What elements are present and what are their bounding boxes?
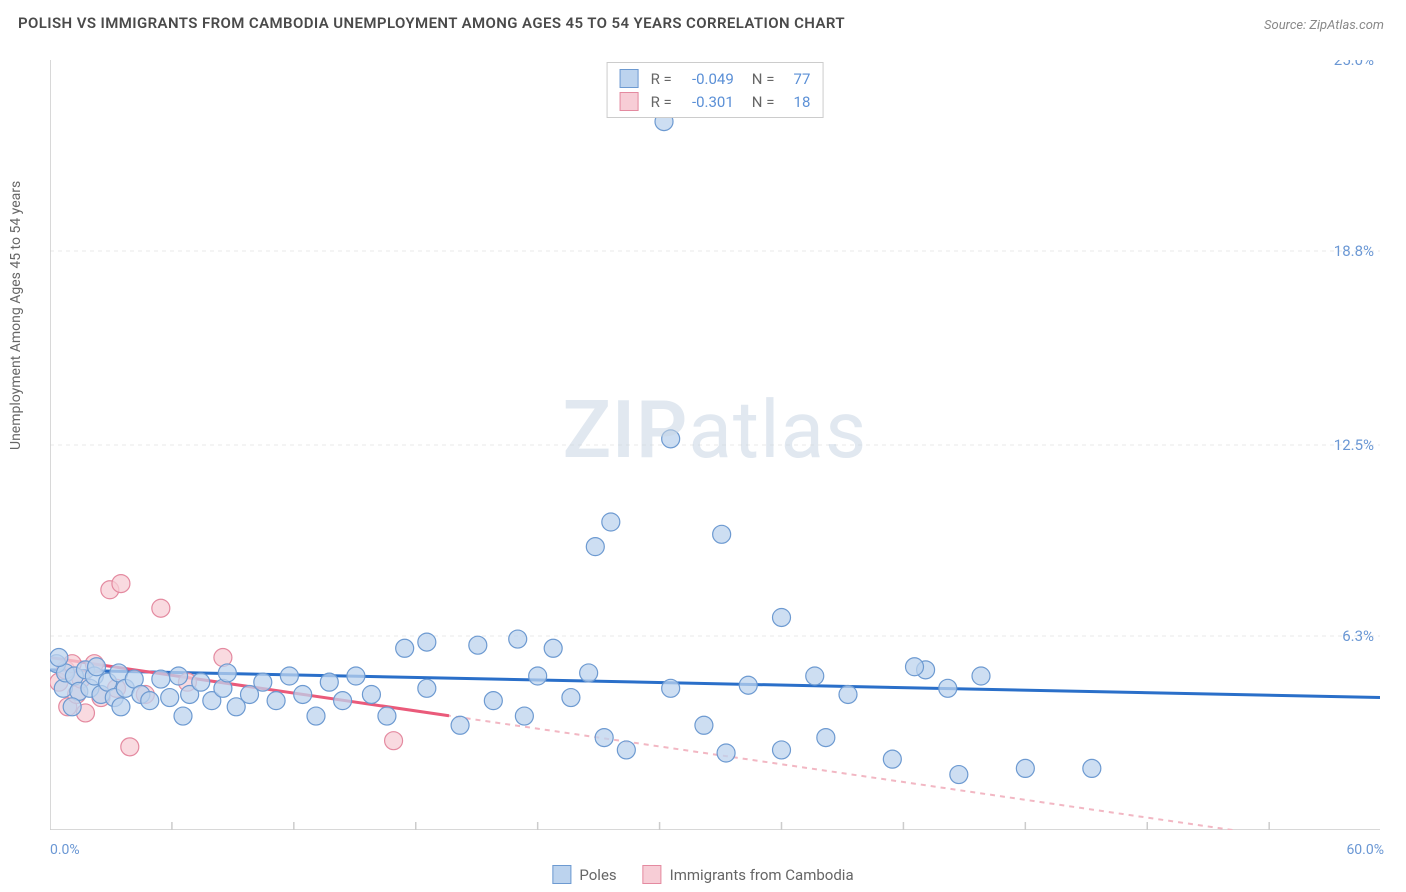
n-value: 77 (782, 70, 810, 88)
correlation-stats-box: R = -0.049 N = 77 R = -0.301 N = 18 (607, 62, 824, 118)
svg-text:6.3%: 6.3% (1342, 627, 1374, 645)
stats-row: R = -0.049 N = 77 (618, 67, 813, 90)
n-label: N = (752, 70, 775, 88)
y-axis-label: Unemployment Among Ages 45 to 54 years (8, 181, 24, 450)
legend-swatch (552, 865, 571, 884)
r-label: R = (651, 70, 672, 88)
svg-text:25.0%: 25.0% (1334, 60, 1374, 69)
legend-label: Immigrants from Cambodia (670, 866, 854, 884)
scatter-plot-svg: 6.3% 12.5% 18.8% 25.0% (50, 60, 1380, 830)
x-axis-max-label: 60.0% (1346, 842, 1384, 858)
svg-text:18.8%: 18.8% (1334, 242, 1374, 260)
x-axis-min-label: 0.0% (50, 842, 80, 858)
stats-row: R = -0.301 N = 18 (618, 90, 813, 113)
legend-swatch (643, 865, 662, 884)
n-label: N = (752, 93, 775, 111)
plot-area: 6.3%12.5%18.8%25.0% ZIPatlas R = -0.049 … (50, 60, 1380, 830)
r-label: R = (651, 93, 672, 111)
chart-title: POLISH VS IMMIGRANTS FROM CAMBODIA UNEMP… (18, 14, 845, 32)
r-value: -0.301 (680, 93, 734, 111)
legend-item: Immigrants from Cambodia (643, 865, 854, 884)
svg-text:12.5%: 12.5% (1334, 436, 1374, 454)
n-value: 18 (782, 93, 810, 111)
chart-container: POLISH VS IMMIGRANTS FROM CAMBODIA UNEMP… (0, 0, 1406, 892)
series-swatch (620, 69, 639, 88)
r-value: -0.049 (680, 70, 734, 88)
legend: Poles Immigrants from Cambodia (552, 865, 853, 884)
series-swatch (620, 92, 639, 111)
legend-item: Poles (552, 865, 616, 884)
legend-label: Poles (579, 866, 616, 884)
source-attribution: Source: ZipAtlas.com (1264, 18, 1384, 33)
